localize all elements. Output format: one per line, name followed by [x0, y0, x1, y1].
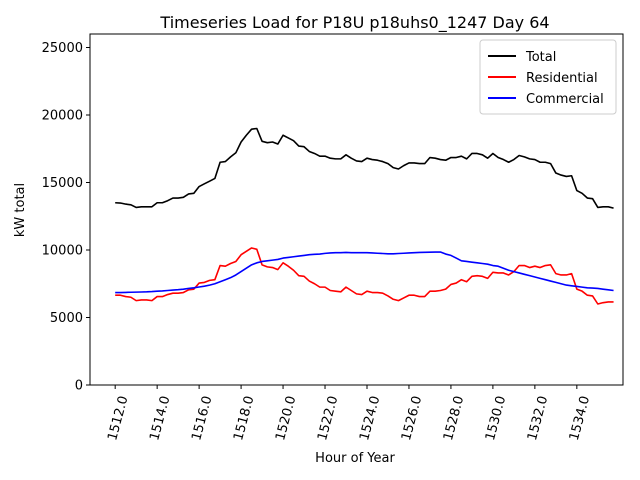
plot-frame	[89, 33, 624, 386]
series-line-residential	[115, 247, 614, 305]
legend-label-total: Total	[525, 50, 556, 65]
x-tick-label: 1530.0	[483, 394, 509, 442]
y-axis-label: kW total	[13, 183, 28, 237]
legend-label-residential: Residential	[526, 71, 598, 86]
y-tick-label: 25000	[42, 41, 83, 56]
x-tick-label: 1528.0	[441, 394, 467, 442]
x-axis: 1512.0 1514.0 1516.0 1518.0 1520.0 1522.0 1524…	[105, 385, 593, 442]
x-tick-label: 1516.0	[189, 394, 215, 442]
y-axis: 0 5000 10000 15000 20000 25000	[42, 41, 90, 394]
x-tick-label: 1520.0	[273, 394, 299, 442]
x-tick-label: 1534.0	[567, 394, 593, 442]
y-tick-label: 10000	[42, 244, 83, 259]
y-tick-label: 20000	[42, 109, 83, 124]
series-line-commercial	[115, 251, 614, 294]
chart-title: Timeseries Load for P18U p18uhs0_1247 Da…	[159, 13, 549, 33]
x-tick-label: 1512.0	[105, 394, 131, 442]
x-tick-label: 1514.0	[147, 394, 173, 442]
y-tick-label: 15000	[42, 176, 83, 191]
x-tick-label: 1526.0	[399, 394, 425, 442]
legend-label-commercial: Commercial	[526, 92, 604, 107]
x-tick-label: 1524.0	[357, 394, 383, 442]
y-tick-label: 5000	[50, 311, 83, 326]
series-layer	[115, 127, 614, 305]
y-tick-label: 0	[75, 379, 83, 394]
series-line-total	[115, 127, 614, 209]
x-tick-label: 1522.0	[315, 394, 341, 442]
x-axis-label: Hour of Year	[315, 451, 395, 466]
x-tick-label: 1518.0	[231, 394, 257, 442]
legend-box	[479, 39, 617, 115]
legend: Total Residential Commercial	[479, 39, 617, 115]
x-tick-label: 1532.0	[525, 394, 551, 442]
